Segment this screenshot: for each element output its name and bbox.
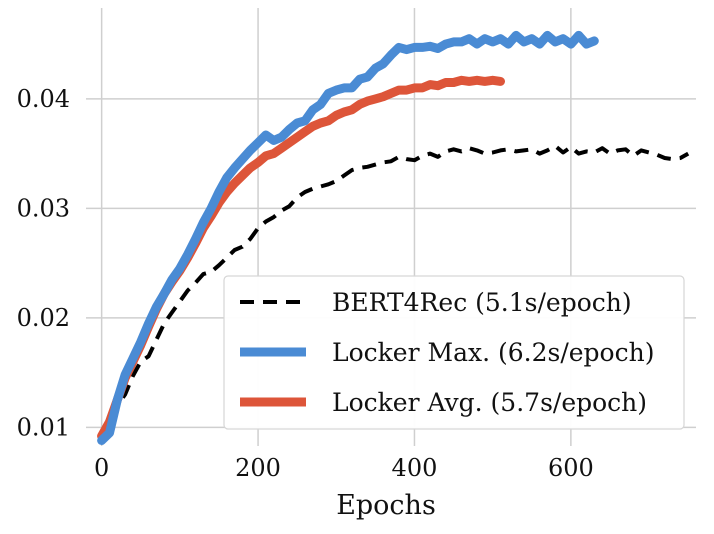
series-line-1 <box>97 30 599 445</box>
x-axis-ticks: 0 200 400 600 <box>94 454 594 482</box>
x-tick-label: 600 <box>548 454 594 482</box>
x-tick-label: 0 <box>94 454 109 482</box>
y-tick-label: 0.04 <box>17 85 70 113</box>
legend-label-0: BERT4Rec (5.1s/epoch) <box>332 288 632 317</box>
legend-box <box>223 275 685 430</box>
x-tick-label: 400 <box>392 454 438 482</box>
x-tick-label: 200 <box>235 454 281 482</box>
y-tick-label: 0.01 <box>17 413 70 441</box>
y-tick-label: 0.03 <box>17 194 70 222</box>
y-axis-ticks: 0.01 0.02 0.03 0.04 <box>17 85 70 442</box>
legend: BERT4Rec (5.1s/epoch) Locker Max. (6.2s/e… <box>223 275 685 430</box>
legend-label-2: Locker Avg. (5.7s/epoch) <box>332 388 647 417</box>
series-lines <box>97 30 690 445</box>
y-tick-label: 0.02 <box>17 304 70 332</box>
legend-label-1: Locker Max. (6.2s/epoch) <box>332 338 654 367</box>
x-axis-label: Epochs <box>336 490 436 521</box>
series-line-0 <box>99 144 690 440</box>
